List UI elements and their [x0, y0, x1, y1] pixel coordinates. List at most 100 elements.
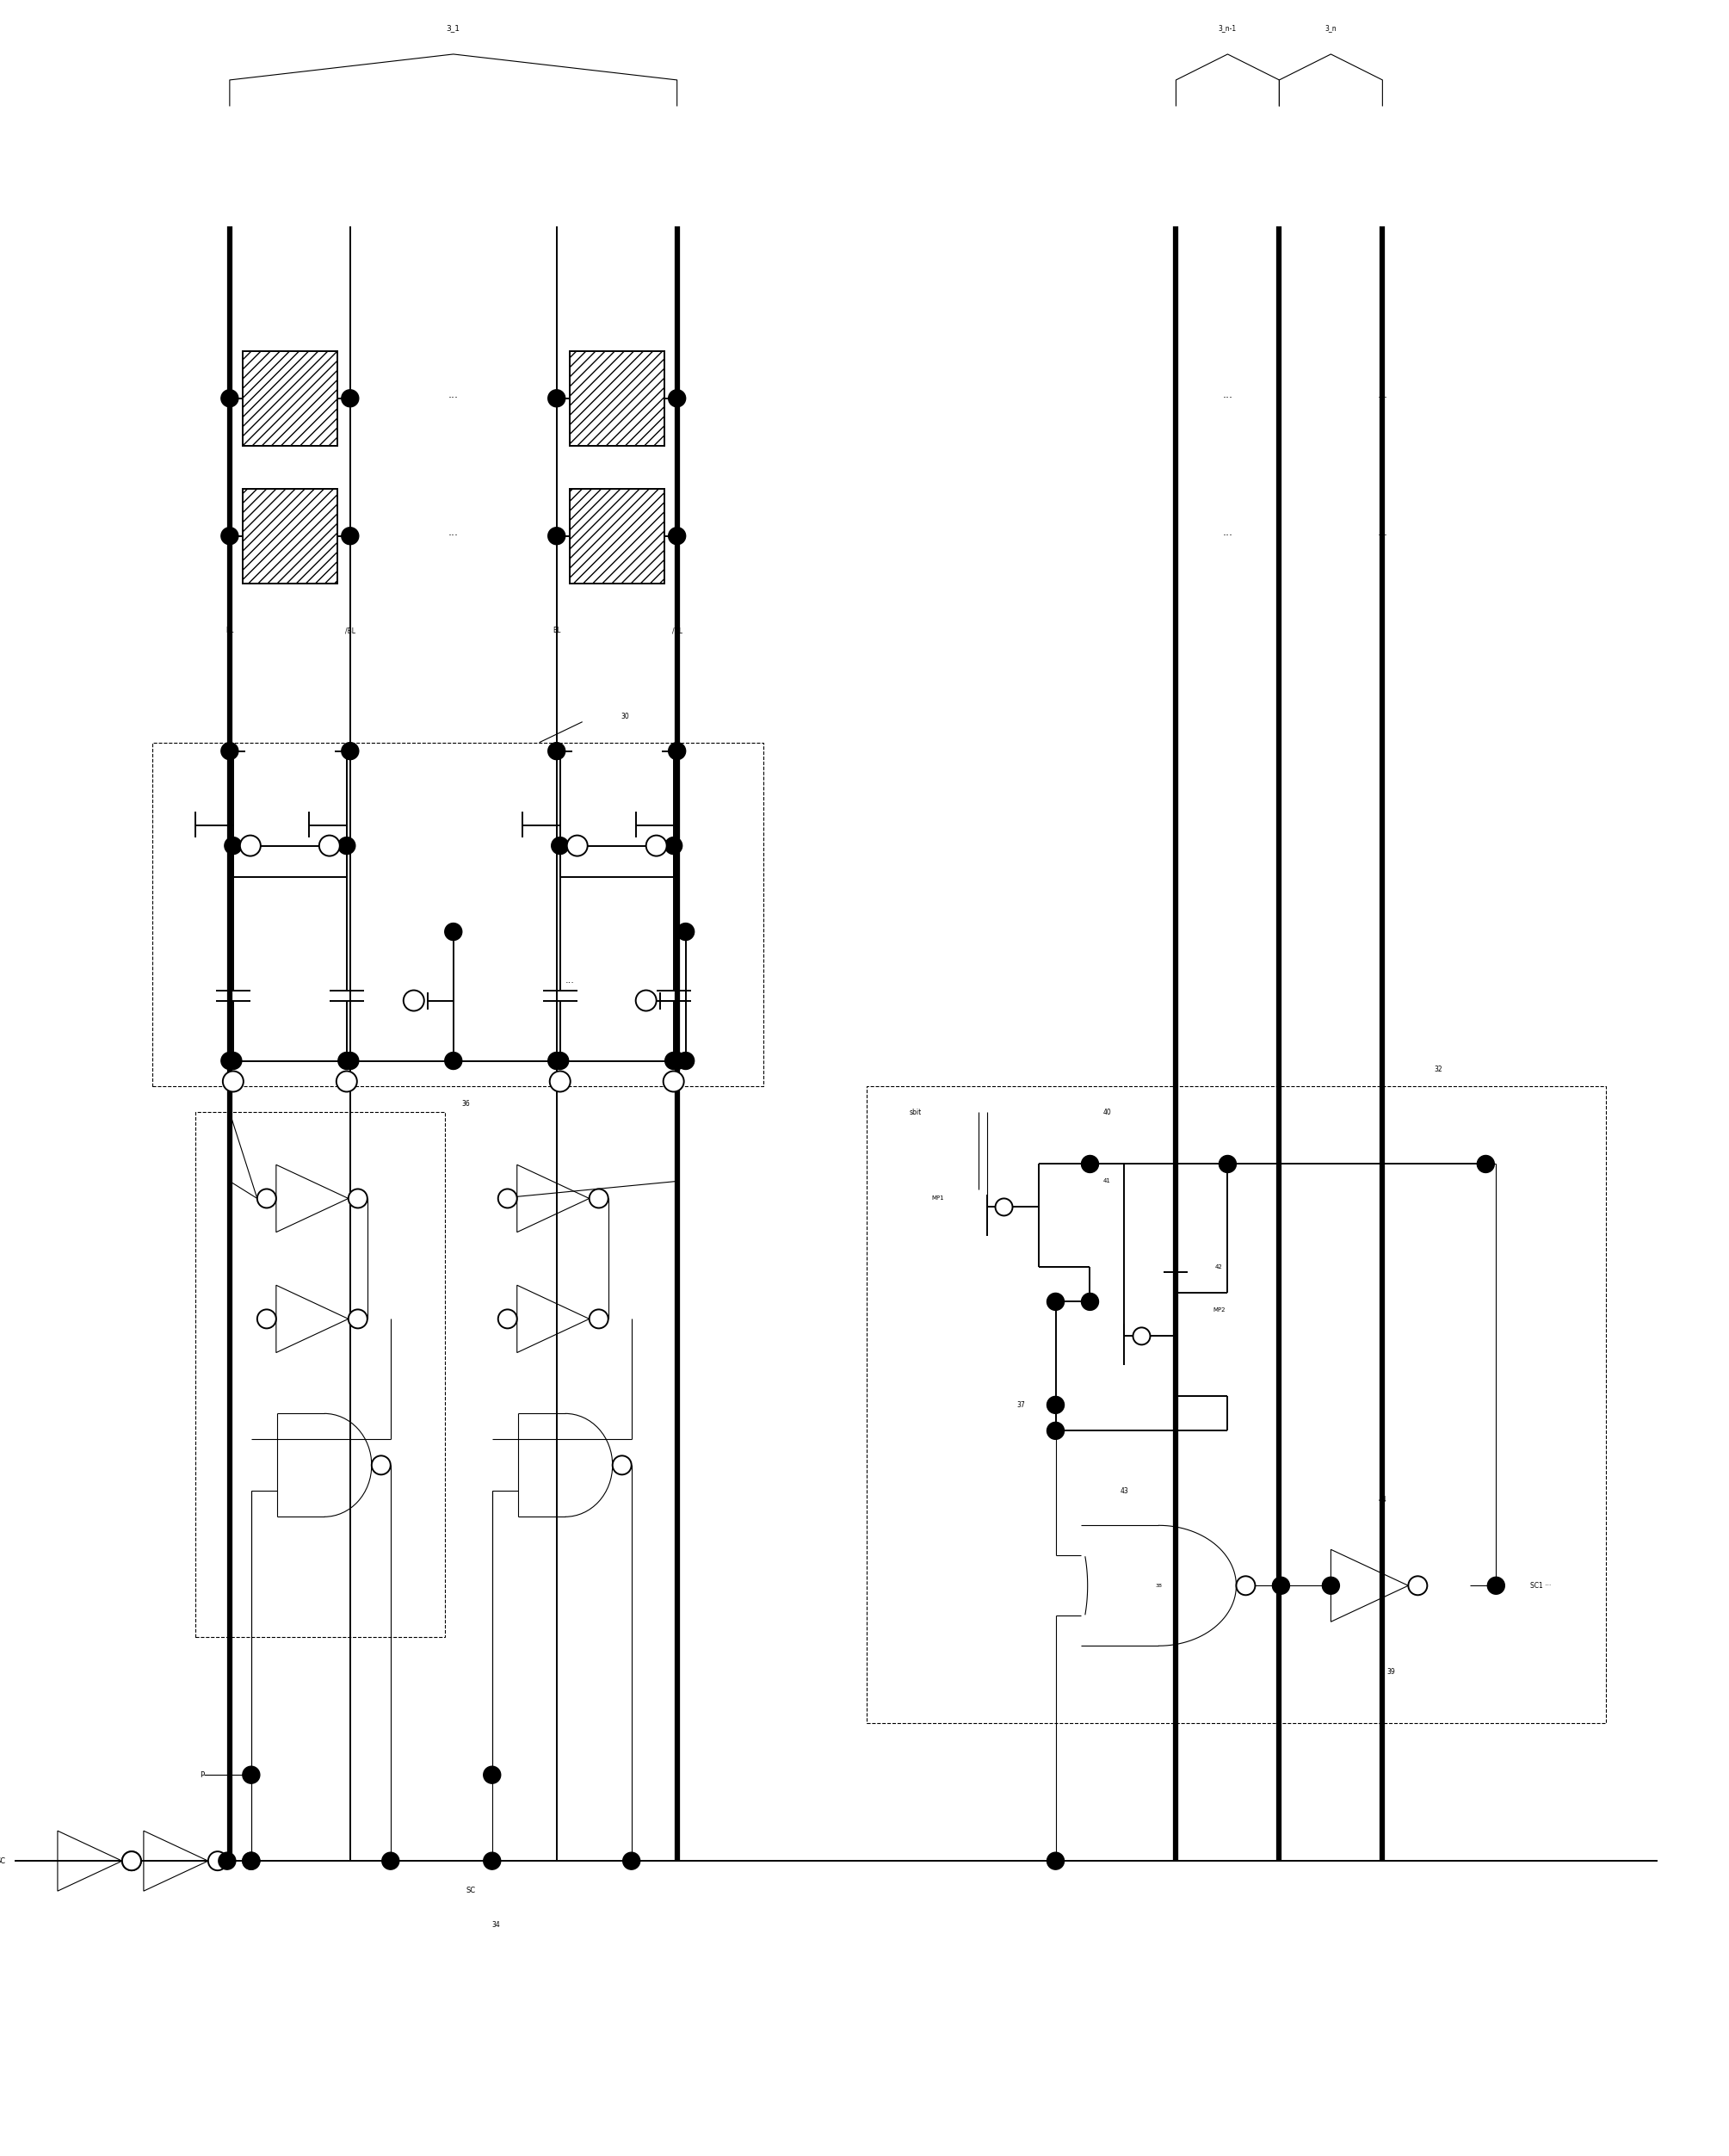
Circle shape: [218, 1852, 235, 1869]
Circle shape: [1081, 1294, 1098, 1311]
Circle shape: [590, 1309, 609, 1328]
Circle shape: [342, 1052, 358, 1069]
Circle shape: [1219, 1156, 1236, 1173]
Circle shape: [664, 1072, 685, 1091]
Text: 37: 37: [1017, 1401, 1025, 1408]
Text: 43: 43: [1120, 1488, 1129, 1494]
Circle shape: [666, 837, 683, 854]
Circle shape: [590, 1188, 609, 1207]
Circle shape: [678, 1052, 695, 1069]
Circle shape: [647, 834, 667, 856]
Circle shape: [498, 1188, 517, 1207]
Text: P: P: [199, 1770, 204, 1779]
Circle shape: [996, 1199, 1013, 1216]
Text: ···: ···: [1222, 530, 1233, 541]
Circle shape: [484, 1852, 501, 1869]
Text: MP1: MP1: [932, 1197, 944, 1201]
Circle shape: [1048, 1294, 1063, 1311]
Circle shape: [548, 390, 565, 407]
Circle shape: [258, 1188, 277, 1207]
Circle shape: [372, 1455, 391, 1475]
Text: 34: 34: [493, 1921, 501, 1930]
Circle shape: [258, 1309, 277, 1328]
Circle shape: [320, 834, 341, 856]
Text: 3_n-1: 3_n-1: [1219, 24, 1236, 32]
Circle shape: [552, 1052, 569, 1069]
Circle shape: [1323, 1576, 1340, 1593]
Circle shape: [348, 1188, 367, 1207]
Circle shape: [348, 1309, 367, 1328]
Text: 32: 32: [1433, 1065, 1442, 1074]
Text: MP2: MP2: [1212, 1309, 1226, 1313]
Circle shape: [612, 1455, 631, 1475]
Circle shape: [484, 1766, 501, 1783]
Circle shape: [242, 1766, 259, 1783]
Circle shape: [207, 1852, 226, 1871]
Bar: [242, 489, 337, 584]
Circle shape: [548, 1052, 565, 1069]
Circle shape: [225, 837, 242, 854]
Text: 3_n: 3_n: [1324, 24, 1337, 32]
Bar: [195, 1112, 444, 1636]
Bar: [569, 351, 664, 446]
Text: ···: ···: [1378, 530, 1388, 541]
Text: /BL: /BL: [673, 627, 683, 634]
Circle shape: [548, 742, 565, 759]
Circle shape: [240, 834, 261, 856]
Circle shape: [567, 834, 588, 856]
Circle shape: [669, 390, 686, 407]
Circle shape: [339, 1052, 354, 1069]
Text: 38: 38: [1155, 1583, 1162, 1587]
Circle shape: [1409, 1576, 1426, 1595]
Circle shape: [337, 1072, 356, 1091]
Text: SC1 ···: SC1 ···: [1530, 1583, 1551, 1589]
Text: 30: 30: [621, 714, 629, 720]
Circle shape: [669, 1052, 686, 1069]
Text: /BL: /BL: [346, 627, 354, 634]
Bar: [242, 351, 337, 446]
Circle shape: [548, 528, 565, 545]
Bar: [866, 1087, 1606, 1723]
Circle shape: [1048, 1397, 1063, 1414]
Bar: [569, 489, 664, 584]
Circle shape: [123, 1852, 142, 1871]
Circle shape: [1273, 1576, 1290, 1593]
Circle shape: [666, 1052, 683, 1069]
Circle shape: [669, 742, 686, 759]
Circle shape: [221, 528, 239, 545]
Circle shape: [339, 837, 354, 854]
Circle shape: [221, 742, 239, 759]
Circle shape: [552, 837, 569, 854]
Circle shape: [498, 1309, 517, 1328]
Text: BL: BL: [225, 627, 233, 634]
Text: sbit: sbit: [909, 1108, 922, 1117]
Circle shape: [221, 1052, 239, 1069]
Circle shape: [123, 1852, 142, 1871]
Text: 36: 36: [462, 1100, 470, 1108]
Circle shape: [550, 1072, 571, 1091]
Text: SC: SC: [0, 1856, 5, 1865]
Circle shape: [221, 390, 239, 407]
Circle shape: [242, 1852, 259, 1869]
Circle shape: [1487, 1576, 1504, 1593]
Circle shape: [444, 923, 462, 940]
Text: ···: ···: [565, 979, 574, 987]
Circle shape: [678, 923, 695, 940]
Circle shape: [382, 1852, 399, 1869]
Circle shape: [1477, 1156, 1494, 1173]
Circle shape: [342, 390, 358, 407]
Text: SC: SC: [465, 1886, 475, 1895]
Circle shape: [242, 1852, 259, 1869]
Text: 40: 40: [1103, 1108, 1112, 1117]
Circle shape: [669, 528, 686, 545]
Text: 42: 42: [1215, 1266, 1222, 1270]
Text: 41: 41: [1103, 1179, 1112, 1184]
Circle shape: [1132, 1328, 1150, 1345]
Text: ···: ···: [1378, 392, 1388, 403]
Circle shape: [1048, 1423, 1063, 1440]
Circle shape: [342, 742, 358, 759]
Circle shape: [225, 1052, 242, 1069]
Circle shape: [1081, 1156, 1098, 1173]
Text: ···: ···: [448, 392, 458, 403]
Circle shape: [403, 990, 424, 1011]
